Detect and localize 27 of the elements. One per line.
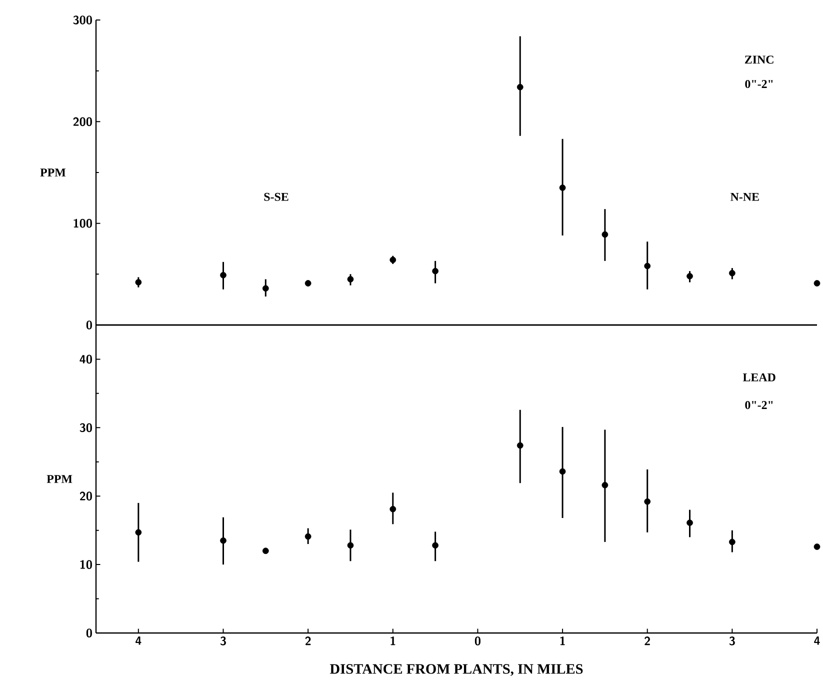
x-tick-label: 3 [220,636,226,646]
y-axis-title: PPM [46,475,72,483]
annotation: 0"-2" [745,80,773,88]
x-tick-label: 1 [560,636,565,646]
annotation: 0"-2" [745,401,773,410]
y-axis-title: PPM [40,168,66,176]
x-tick-label: 4 [814,636,820,645]
y-tick-label: 20 [80,492,92,501]
x-tick-label: 1 [390,636,396,646]
y-tick-label: 200 [73,117,92,126]
x-tick-label: 4 [136,636,142,645]
x-tick-label: 2 [644,636,650,646]
y-tick-label: 40 [80,354,92,364]
y-tick-label: 30 [80,423,92,432]
annotation: N-NE [730,192,759,201]
y-tick-label: 10 [80,560,92,569]
y-tick-label: 100 [74,218,92,228]
x-tick-label: 2 [305,636,311,646]
annotation: S-SE [264,192,288,201]
y-tick-label: 0 [86,628,92,638]
annotation: LEAD [742,373,776,382]
x-tick-label: 0 [474,636,480,646]
x-tick-label: 3 [729,636,735,646]
x-axis-title: DISTANCE FROM PLANTS, IN MILES [330,664,583,676]
y-tick-label: 0 [86,320,92,330]
y-tick-label: 300 [73,16,92,24]
annotation: ZINC [744,56,774,64]
